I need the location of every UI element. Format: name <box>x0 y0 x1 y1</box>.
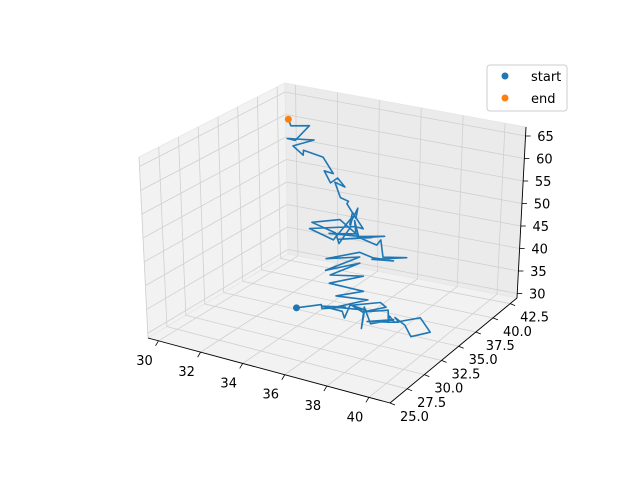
z-gridline-left <box>146 226 288 310</box>
z-tick-label: 65 <box>537 130 554 145</box>
y-gridline-floor <box>280 258 511 305</box>
z-gridline-left <box>141 136 287 215</box>
y-gridline-left <box>276 86 281 259</box>
x-tick-label: 30 <box>136 354 153 369</box>
y-gridline-left <box>217 116 225 293</box>
z-gridline-back <box>286 181 521 227</box>
y-tick-label: 27.5 <box>417 396 446 411</box>
z-tick-label: 40 <box>531 243 548 258</box>
x-gridline-floor <box>242 270 378 364</box>
y-gridline-left <box>197 126 206 304</box>
x-tick <box>239 363 244 369</box>
legend: start end <box>486 64 568 112</box>
y-gridline-floor <box>223 292 459 347</box>
z-gridline-back <box>286 159 523 204</box>
legend-start-label: start <box>531 70 561 85</box>
y-gridline-floor <box>185 314 425 376</box>
tick-labels: 30 32 34 36 38 40 25.027.530.032.535.037.540.0… <box>136 130 554 425</box>
y-gridline-floor <box>261 269 494 319</box>
y-tick <box>458 345 464 349</box>
x-tick-label: 38 <box>305 399 322 414</box>
y-tick-label: 25.0 <box>400 410 429 425</box>
z-gridline-back <box>285 114 525 159</box>
y-tick-label: 35.0 <box>469 353 498 368</box>
legend-end-label: end <box>531 92 556 107</box>
z-tick-label: 30 <box>529 288 546 303</box>
z-tick-label: 35 <box>530 265 547 280</box>
x-tick-label: 36 <box>263 388 280 403</box>
z-gridline-back <box>287 249 518 294</box>
x-gridline-back <box>456 115 464 287</box>
x-tick <box>365 397 370 403</box>
y-tick <box>492 317 499 321</box>
x-axis-line <box>147 337 391 404</box>
z-gridline-left <box>142 159 287 239</box>
tick-marks <box>155 135 531 406</box>
trajectory-line <box>286 119 432 338</box>
y-gridline-left <box>138 156 149 339</box>
z-gridline-left <box>147 249 289 334</box>
y-axis-line <box>389 297 518 404</box>
y-tick-label: 40.0 <box>503 325 532 340</box>
x-gridline-back <box>417 107 422 279</box>
x-tick-label: 32 <box>178 365 195 380</box>
legend-start-swatch <box>501 72 509 80</box>
x-tick-label: 40 <box>347 410 364 425</box>
y-tick-label: 37.5 <box>486 339 515 354</box>
y-gridline-floor <box>166 326 408 390</box>
z-tick-label: 55 <box>535 175 552 190</box>
x-gridline-floor <box>284 278 418 376</box>
y-tick <box>424 374 430 377</box>
z-gridline-left <box>145 204 288 286</box>
y-gridline-floor <box>204 303 442 361</box>
x-gridline-floor <box>158 255 299 342</box>
y-gridline-left <box>237 106 243 282</box>
y-gridline-left <box>158 146 168 327</box>
x-tick <box>155 340 159 347</box>
y-tick <box>475 331 481 335</box>
x-tick <box>197 351 201 358</box>
y-gridline-left <box>178 136 187 316</box>
y-tick <box>407 388 413 392</box>
x-gridline-floor <box>368 293 498 398</box>
x-tick <box>281 374 286 380</box>
z-gridline-left <box>144 181 287 263</box>
z-tick-label: 60 <box>536 153 553 168</box>
x-tick-label: 34 <box>220 376 237 391</box>
y-tick <box>509 303 516 307</box>
y-tick-label: 32.5 <box>451 367 480 382</box>
z-tick-label: 45 <box>533 220 550 235</box>
start-marker <box>292 304 300 312</box>
z-tick-label: 50 <box>534 198 551 213</box>
x-gridline-back <box>496 123 506 295</box>
z-gridline-left <box>139 91 286 167</box>
z-gridline-back <box>287 204 520 249</box>
end-marker <box>284 115 292 123</box>
legend-end-swatch <box>501 94 509 102</box>
z-axis-line <box>516 126 527 299</box>
y-gridline-floor <box>242 280 476 333</box>
x-gridline-floor <box>200 263 338 353</box>
y-gridline-left <box>256 96 262 270</box>
x-gridline-back <box>295 84 299 256</box>
x-gridline-floor <box>326 286 458 387</box>
y-tick <box>389 402 396 406</box>
axes <box>147 126 527 404</box>
z-gridline-back <box>285 136 524 182</box>
z-gridline-left <box>140 114 286 191</box>
y-tick-label: 42.5 <box>520 311 549 326</box>
z-gridline-back <box>287 226 519 272</box>
y-tick-label: 30.0 <box>434 382 463 397</box>
z-gridline-back <box>285 91 526 137</box>
x-tick <box>323 385 328 392</box>
y-tick <box>441 360 447 363</box>
